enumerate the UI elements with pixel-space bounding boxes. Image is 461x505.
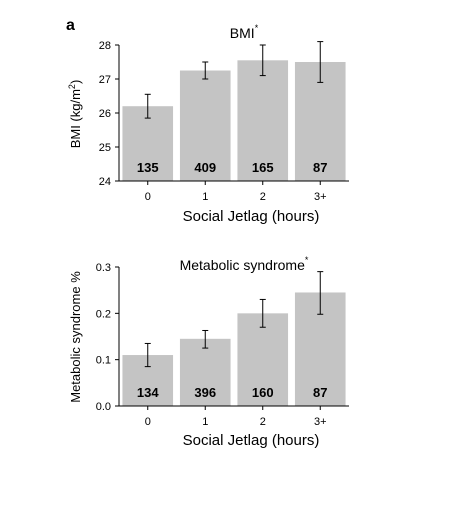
bmi-chart-title: BMI* (230, 23, 259, 41)
panel-label: a (66, 17, 75, 34)
bmi-x-axis-label: Social Jetlag (hours) (183, 208, 320, 225)
metabolic-syndrome-chart: Metabolic syndrome* Metabolic syndrome %… (68, 255, 349, 449)
bmi-bar-2 (237, 60, 289, 181)
bmi-x-tick-label-1: 1 (202, 191, 208, 203)
metabolic-bar-count-label-1: 396 (194, 385, 216, 400)
bmi-y-tick-label-1: 25 (99, 142, 111, 154)
metabolic-x-tick-label-0: 0 (145, 416, 151, 428)
bmi-bar-count-label-2: 165 (252, 160, 274, 175)
metabolic-bar-count-label-3: 87 (313, 385, 327, 400)
metabolic-chart-title: Metabolic syndrome* (180, 255, 309, 273)
metabolic-y-tick-label-3: 0.3 (96, 262, 111, 274)
bmi-x-tick-label-2: 2 (260, 191, 266, 203)
metabolic-y-axis-label: Metabolic syndrome % (68, 271, 83, 403)
bmi-y-tick-label-0: 24 (99, 176, 111, 188)
metabolic-x-tick-label-2: 2 (260, 416, 266, 428)
bmi-y-tick-label-2: 26 (99, 108, 111, 120)
bmi-x-tick-label-0: 0 (145, 191, 151, 203)
bmi-y-tick-label-4: 28 (99, 40, 111, 52)
metabolic-x-tick-label-3: 3+ (314, 416, 327, 428)
metabolic-bar-count-label-0: 134 (137, 385, 159, 400)
metabolic-bar-2 (237, 313, 289, 406)
metabolic-bar-count-label-2: 160 (252, 385, 274, 400)
metabolic-bar-1 (179, 338, 231, 406)
bmi-chart: BMI* BMI (kg/m2) Social Jetlag (hours) 1… (67, 23, 349, 225)
bmi-bar-1 (179, 70, 231, 181)
bmi-bar-count-label-3: 87 (313, 160, 327, 175)
bmi-bar-count-label-0: 135 (137, 160, 159, 175)
bmi-bar-0 (122, 106, 174, 181)
bmi-bar-count-label-1: 409 (194, 160, 216, 175)
bmi-y-axis-label: BMI (kg/m2) (67, 80, 83, 149)
metabolic-x-tick-label-1: 1 (202, 416, 208, 428)
metabolic-y-tick-label-2: 0.2 (96, 308, 111, 320)
bmi-y-tick-label-3: 27 (99, 74, 111, 86)
metabolic-y-tick-label-1: 0.1 (96, 355, 111, 367)
bmi-x-tick-label-3: 3+ (314, 191, 327, 203)
metabolic-y-tick-label-0: 0.0 (96, 401, 111, 413)
metabolic-x-axis-label: Social Jetlag (hours) (183, 432, 320, 449)
